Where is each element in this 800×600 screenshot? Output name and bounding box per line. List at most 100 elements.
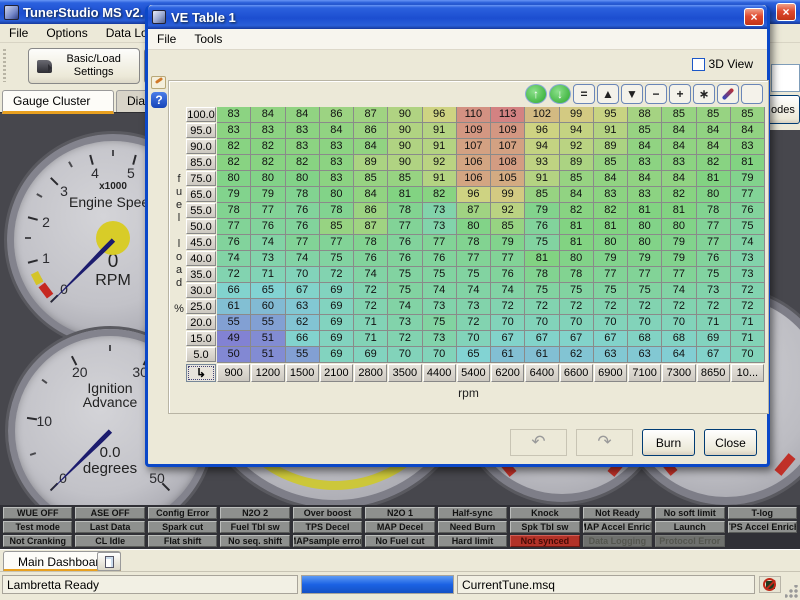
ve-cell[interactable]: 83 [285, 139, 320, 155]
new-dashboard-button[interactable] [97, 552, 121, 571]
ve-cell[interactable]: 109 [491, 123, 526, 139]
ve-cell[interactable]: 69 [319, 347, 354, 363]
ve-cell[interactable]: 70 [388, 347, 423, 363]
ve-cell[interactable]: 70 [628, 315, 663, 331]
x-axis-label[interactable]: 6400 [525, 364, 559, 382]
redo-button[interactable]: ↷ [576, 429, 633, 456]
burn-button[interactable]: Burn [642, 429, 695, 456]
ve-cell[interactable]: 108 [491, 155, 526, 171]
ve-cell[interactable]: 84 [662, 171, 697, 187]
ve-cell[interactable]: 74 [354, 267, 389, 283]
close-button[interactable]: Close [704, 429, 757, 456]
ve-cell[interactable]: 78 [319, 203, 354, 219]
y-axis-label[interactable]: 30.0 [186, 283, 216, 298]
ve-cell[interactable]: 80 [628, 235, 663, 251]
ve-cell[interactable]: 85 [662, 107, 697, 123]
ve-cell[interactable]: 75 [628, 283, 663, 299]
basic-load-settings-button[interactable]: Basic/Load Settings [28, 48, 140, 84]
ve-cell[interactable]: 82 [593, 203, 628, 219]
ve-cell[interactable]: 71 [730, 315, 765, 331]
ve-cell[interactable]: 74 [662, 283, 697, 299]
ve-cell[interactable]: 51 [251, 331, 286, 347]
ve-cell[interactable]: 107 [456, 139, 491, 155]
ve-cell[interactable]: 79 [525, 203, 560, 219]
ve-cell[interactable]: 106 [456, 171, 491, 187]
ve-cell[interactable]: 90 [388, 155, 423, 171]
ve-cell[interactable]: 78 [559, 267, 594, 283]
ve-cell[interactable]: 51 [251, 347, 286, 363]
ve-cell[interactable]: 85 [628, 123, 663, 139]
ve-cell[interactable]: 84 [628, 171, 663, 187]
ve-cell[interactable]: 82 [217, 155, 252, 171]
y-axis-label[interactable]: 55.0 [186, 203, 216, 218]
ve-cell[interactable]: 73 [422, 331, 457, 347]
ve-cell[interactable]: 69 [319, 331, 354, 347]
ve-cell[interactable]: 67 [491, 331, 526, 347]
ve-cell[interactable]: 84 [251, 107, 286, 123]
x-axis-label[interactable]: 4400 [422, 364, 456, 382]
ve-cell[interactable]: 67 [559, 331, 594, 347]
ve-cell[interactable]: 77 [662, 267, 697, 283]
ve-cell[interactable]: 82 [422, 187, 457, 203]
ve-cell[interactable]: 113 [491, 107, 526, 123]
ve-cell[interactable]: 70 [491, 315, 526, 331]
ve-cell[interactable]: 72 [319, 267, 354, 283]
x-axis-label[interactable]: 5400 [456, 364, 490, 382]
ve-cell[interactable]: 78 [388, 203, 423, 219]
ve-cell[interactable]: 76 [285, 203, 320, 219]
ve-cell[interactable]: 74 [217, 251, 252, 267]
ve-cell[interactable]: 82 [251, 155, 286, 171]
ve-cell[interactable]: 92 [559, 139, 594, 155]
ve-cell[interactable]: 75 [559, 283, 594, 299]
ve-cell[interactable]: 60 [251, 299, 286, 315]
y-axis-label[interactable]: 75.0 [186, 171, 216, 186]
ve-cell[interactable]: 77 [217, 219, 252, 235]
ve-cell[interactable]: 71 [696, 315, 731, 331]
ve-cell[interactable]: 85 [388, 171, 423, 187]
ve-cell[interactable]: 91 [422, 139, 457, 155]
ve-cell[interactable]: 76 [491, 267, 526, 283]
ve-cell[interactable]: 99 [491, 187, 526, 203]
x-axis-label[interactable]: 1200 [251, 364, 285, 382]
ve-cell[interactable]: 72 [559, 299, 594, 315]
ve-cell[interactable]: 72 [354, 299, 389, 315]
ve-cell[interactable]: 86 [354, 203, 389, 219]
y-axis-label[interactable]: 20.0 [186, 315, 216, 330]
ve-cell[interactable]: 78 [354, 235, 389, 251]
ve-cell[interactable]: 91 [422, 171, 457, 187]
ve-cell[interactable]: 79 [251, 187, 286, 203]
y-axis-label[interactable]: 35.0 [186, 267, 216, 282]
ve-cell[interactable]: 79 [730, 171, 765, 187]
ve-cell[interactable]: 75 [525, 235, 560, 251]
ve-cell[interactable]: 83 [285, 123, 320, 139]
x-axis-label[interactable]: 900 [217, 364, 251, 382]
ve-cell[interactable]: 70 [456, 331, 491, 347]
ve-cell[interactable]: 79 [491, 235, 526, 251]
ve-cell[interactable]: 72 [525, 299, 560, 315]
ve-cell[interactable]: 76 [696, 251, 731, 267]
ve-cell[interactable]: 72 [456, 315, 491, 331]
ve-cell[interactable]: 84 [696, 123, 731, 139]
ve-cell[interactable]: 62 [285, 315, 320, 331]
ve-cell[interactable]: 67 [593, 331, 628, 347]
ve-cell[interactable]: 96 [422, 107, 457, 123]
ve-cell[interactable]: 92 [491, 203, 526, 219]
ve-cell[interactable]: 83 [319, 155, 354, 171]
menu-file[interactable]: File [9, 26, 29, 40]
ve-cell[interactable]: 77 [696, 219, 731, 235]
ve-cell[interactable]: 74 [251, 235, 286, 251]
ve-cell[interactable]: 90 [388, 107, 423, 123]
ve-cell[interactable]: 68 [662, 331, 697, 347]
ve-cell[interactable]: 80 [456, 219, 491, 235]
ve-cell[interactable]: 75 [525, 283, 560, 299]
ve-cell[interactable]: 72 [593, 299, 628, 315]
view-3d-toggle[interactable]: 3D View [691, 57, 753, 71]
ve-cell[interactable]: 78 [217, 203, 252, 219]
ve-cell[interactable]: 72 [730, 299, 765, 315]
ve-cell[interactable]: 67 [525, 331, 560, 347]
ve-cell[interactable]: 72 [491, 299, 526, 315]
ve-cell[interactable]: 78 [696, 203, 731, 219]
ve-cell[interactable]: 83 [319, 139, 354, 155]
ve-cell[interactable]: 81 [730, 155, 765, 171]
ve-cell[interactable]: 63 [593, 347, 628, 363]
